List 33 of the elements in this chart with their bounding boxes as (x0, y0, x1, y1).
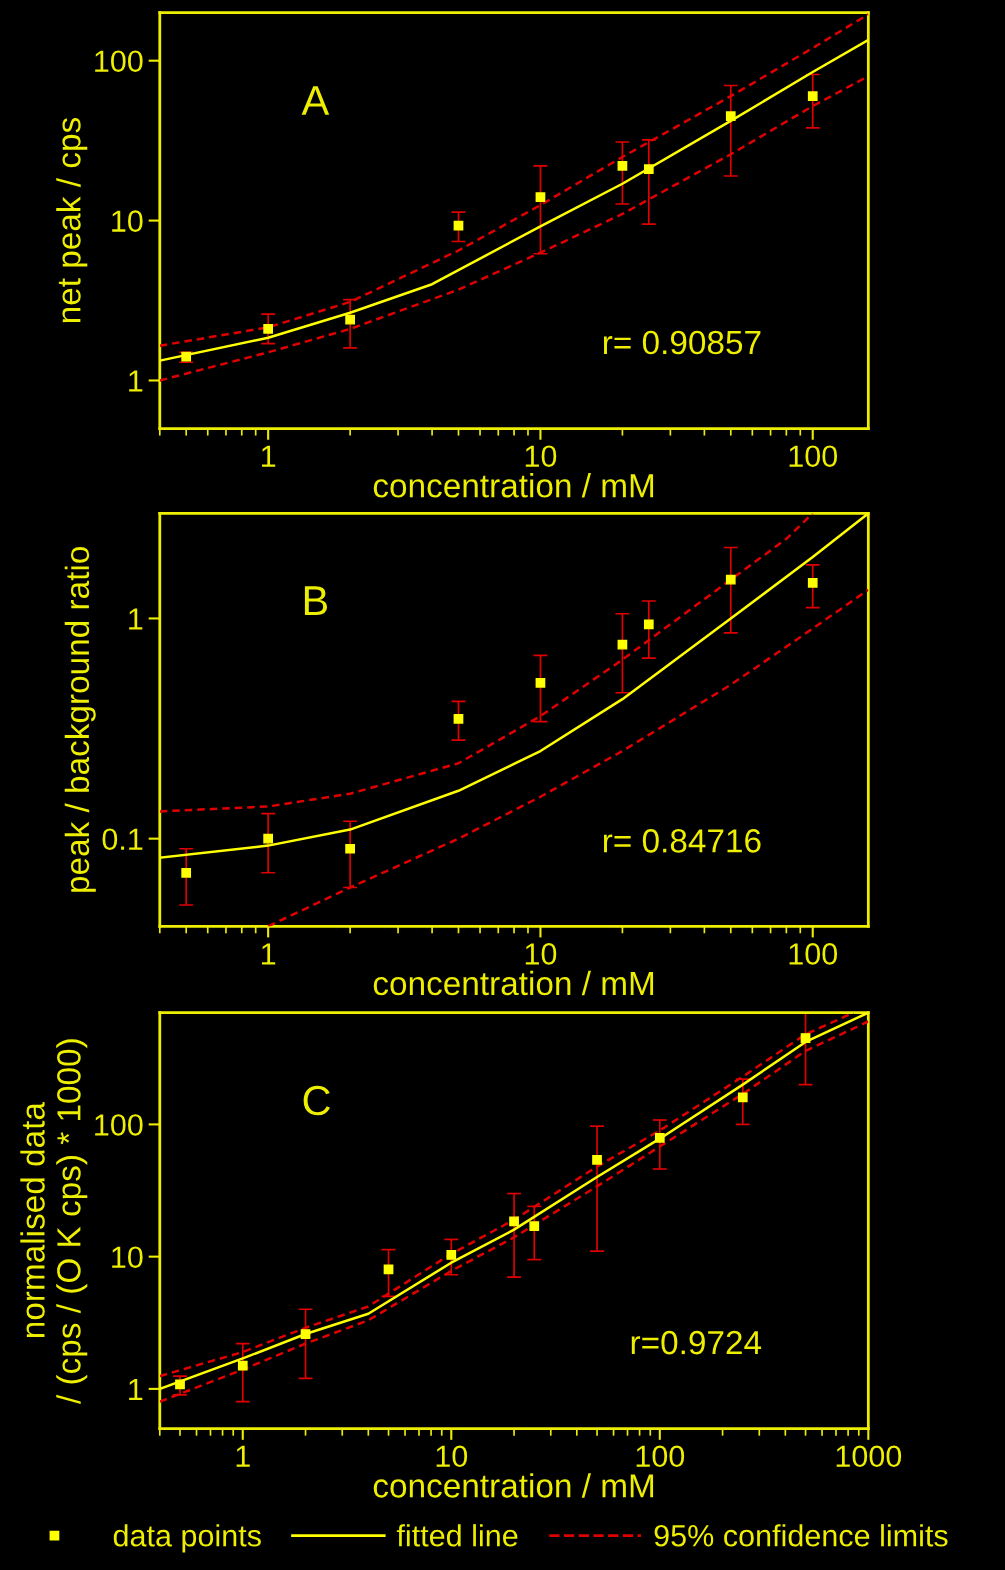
y-tick-label: 100 (95, 1114, 143, 1136)
y-axis-title: net peak / cps (56, 118, 88, 323)
x-tick-label: 100 (789, 445, 838, 468)
x-tick-label: 10 (525, 943, 557, 965)
legend-label: fitted line (396, 1524, 518, 1547)
legend-label: data points (113, 1524, 261, 1553)
x-tick-label: 10 (525, 445, 557, 468)
x-tick-label: 1 (236, 1445, 250, 1467)
annotation: r= 0.90857 (603, 330, 761, 355)
y-tick-label: 0.1 (102, 828, 143, 851)
y-tick-label: 10 (112, 1246, 143, 1269)
y-axis-title: normalised data / (cps / (O K cps) * 1000) (20, 1039, 88, 1405)
x-tick-label: 1 (261, 943, 276, 965)
y-tick-label: 100 (95, 50, 143, 73)
x-tick-label: 1000 (836, 1445, 902, 1468)
y-tick-label: 1 (129, 1378, 143, 1400)
x-tick-label: 100 (789, 943, 838, 965)
y-axis-title: peak / background ratio (64, 547, 96, 892)
annotation: A (301, 86, 330, 115)
annotation: r= 0.84716 (603, 829, 761, 853)
annotation: B (304, 586, 328, 615)
x-tick-label: 1 (261, 445, 276, 467)
y-tick-label: 1 (129, 608, 143, 630)
legend-label: 95% confidence limits (654, 1524, 948, 1547)
x-tick-label: 10 (436, 1445, 468, 1468)
x-axis-title: concentration / mM (373, 473, 654, 498)
annotation: r=0.9724 (631, 1330, 762, 1355)
y-tick-label: 1 (129, 370, 143, 392)
x-tick-label: 100 (636, 1445, 685, 1468)
annotation: C (303, 1085, 330, 1116)
y-tick-label: 10 (112, 210, 143, 232)
x-axis-title: concentration / mM (373, 1473, 654, 1498)
x-axis-title: concentration / mM (373, 970, 654, 996)
